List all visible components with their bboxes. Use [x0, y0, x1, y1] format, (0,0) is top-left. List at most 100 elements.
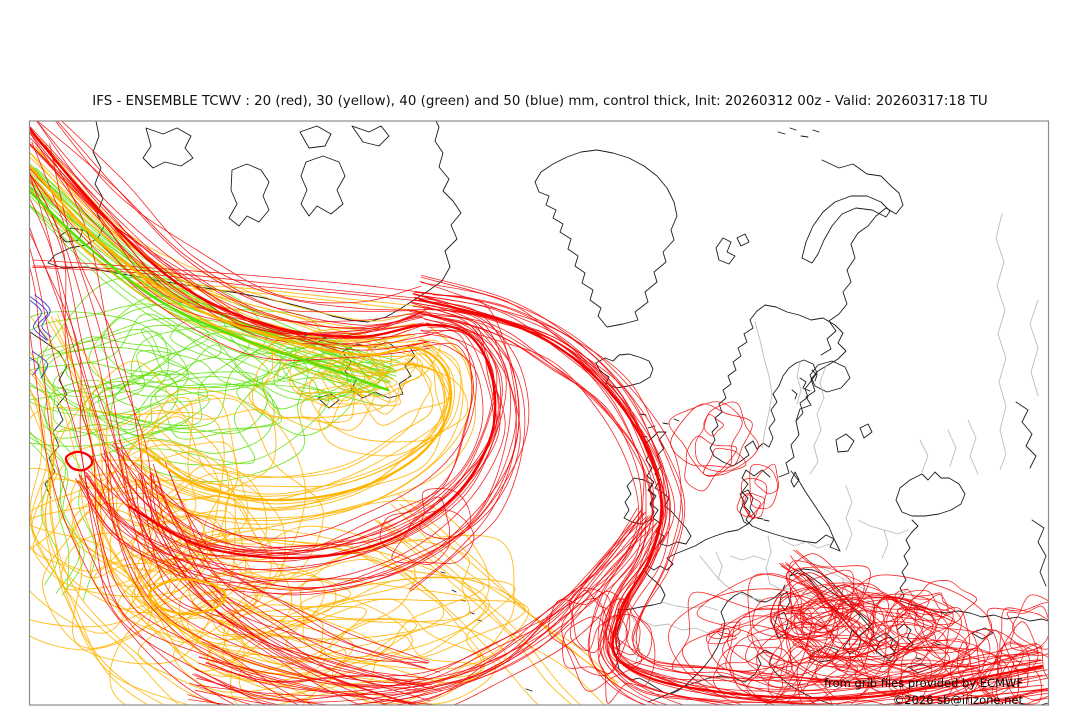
coastline-ladoga-onega	[835, 423, 873, 453]
ensemble-member-contour	[412, 294, 1048, 705]
coastline-gotland	[790, 471, 800, 488]
ensemble-member-contour	[192, 559, 486, 697]
ensemble-member-contour	[995, 643, 1031, 689]
ensemble-member-contour	[29, 407, 225, 597]
ensemble-member-contour	[149, 475, 425, 687]
ensemble-member-contour	[694, 401, 760, 473]
ensemble-member-contour	[29, 136, 424, 336]
ensemble-member-contour	[198, 512, 643, 683]
ensemble-member-contour	[154, 469, 430, 664]
ensemble-member-contour	[789, 569, 855, 633]
ensemble-member-contour	[777, 587, 861, 675]
ensemble-member-contour	[187, 515, 649, 705]
ensemble-member-contour	[830, 601, 875, 645]
ensemble-member-contour	[832, 610, 991, 667]
ensemble-member-contour	[133, 361, 445, 502]
coastline-baltic-west	[741, 469, 841, 552]
ensemble-member-contour	[108, 322, 473, 551]
control-member-contour	[29, 126, 497, 560]
coastline-arctic-island	[300, 155, 346, 217]
ensemble-member-contour	[409, 310, 1049, 705]
ensemble-member-contour	[712, 652, 785, 701]
ensemble-member-contour	[32, 259, 433, 294]
ensemble-member-contour	[548, 591, 631, 677]
ensemble-member-contour	[561, 598, 643, 692]
chart-title: IFS - ENSEMBLE TCWV : 20 (red), 30 (yell…	[92, 94, 988, 109]
ensemble-member-contour	[716, 621, 741, 638]
ensemble-member-contour	[54, 121, 422, 304]
ensemble-member-contour	[769, 623, 895, 705]
ensemble-member-contour	[29, 231, 314, 705]
ensemble-member-contour	[64, 336, 172, 389]
ensemble-member-contour	[29, 171, 431, 702]
ensemble-member-contour	[29, 196, 415, 705]
ensemble-member-contour	[128, 286, 425, 313]
ensemble-member-contour	[29, 325, 223, 705]
ensemble-member-contour	[299, 578, 486, 662]
control-contour-layer	[29, 126, 1044, 700]
coastline-aegean	[896, 623, 914, 651]
ensemble-member-contour	[36, 121, 424, 323]
ensemble-member-contour	[788, 560, 871, 620]
ensemble-member-contour	[29, 178, 429, 685]
ensemble-member-contour	[29, 187, 423, 374]
ensemble-member-contour	[410, 325, 526, 592]
coastline-finland-lakes	[791, 369, 818, 400]
ensemble-member-contour	[29, 245, 267, 705]
ensemble-member-contour	[896, 606, 936, 644]
russia-rivers	[919, 213, 1039, 475]
ensemble-member-contour	[111, 370, 275, 454]
ensemble-member-contour	[29, 151, 416, 348]
ensemble-member-contour	[189, 524, 660, 705]
ensemble-member-contour	[736, 478, 768, 518]
ensemble-member-contour	[414, 296, 1044, 699]
coastline-arctic-island	[299, 125, 332, 149]
ensemble-member-contour	[164, 462, 430, 662]
ensemble-member-contour	[100, 315, 507, 556]
map-frame	[28, 120, 1050, 706]
ensemble-member-contour	[809, 603, 954, 668]
ensemble-member-contour	[90, 371, 210, 437]
ensemble-member-contour	[29, 356, 40, 376]
ensemble-member-contour	[670, 403, 753, 468]
coastline-marmara	[911, 519, 919, 533]
ensemble-member-contour	[572, 589, 611, 654]
ensemble-member-contour	[785, 599, 937, 661]
ensemble-member-contour	[137, 617, 347, 700]
ensemble-member-contour	[29, 129, 430, 339]
ensemble-member-contour	[29, 303, 210, 398]
ensemble-member-contour	[222, 594, 417, 688]
ensemble-member-contour	[29, 402, 150, 705]
ensemble-member-contour	[29, 205, 383, 407]
coastline-caspian	[1031, 519, 1047, 587]
coastline-black-sea	[895, 471, 966, 517]
ensemble-member-contour	[756, 592, 947, 688]
ensemble-member-contour	[872, 596, 911, 627]
coastline-svalbard	[715, 233, 750, 265]
coastline-baltic-east	[790, 470, 841, 552]
ensemble-member-contour	[156, 464, 268, 546]
ensemble-member-contour	[722, 624, 811, 704]
ensemble-member-contour	[957, 628, 1024, 692]
ensemble-member-contour	[569, 587, 612, 651]
ensemble-member-contour	[391, 509, 475, 565]
ensemble-member-contour	[129, 282, 426, 308]
control-member-contour	[418, 298, 1044, 700]
ensemble-member-contour	[684, 435, 738, 492]
ensemble-member-contour	[36, 121, 424, 330]
control-member-contour	[29, 189, 390, 392]
ensemble-member-contour	[49, 143, 432, 686]
ensemble-member-contour	[668, 401, 743, 477]
ensemble-member-contour	[293, 333, 393, 401]
ensemble-member-contour	[991, 643, 1049, 705]
ensemble-member-contour	[374, 519, 573, 705]
ensemble-member-contour	[886, 589, 943, 640]
ensemble-member-contour	[361, 538, 540, 705]
ensemble-member-contour	[30, 316, 313, 698]
ensemble-member-contour	[150, 357, 432, 478]
ensemble-member-contour	[318, 363, 469, 457]
ensemble-member-contour	[195, 508, 638, 697]
ensemble-member-contour	[321, 353, 401, 407]
ensemble-member-contour	[29, 172, 431, 361]
